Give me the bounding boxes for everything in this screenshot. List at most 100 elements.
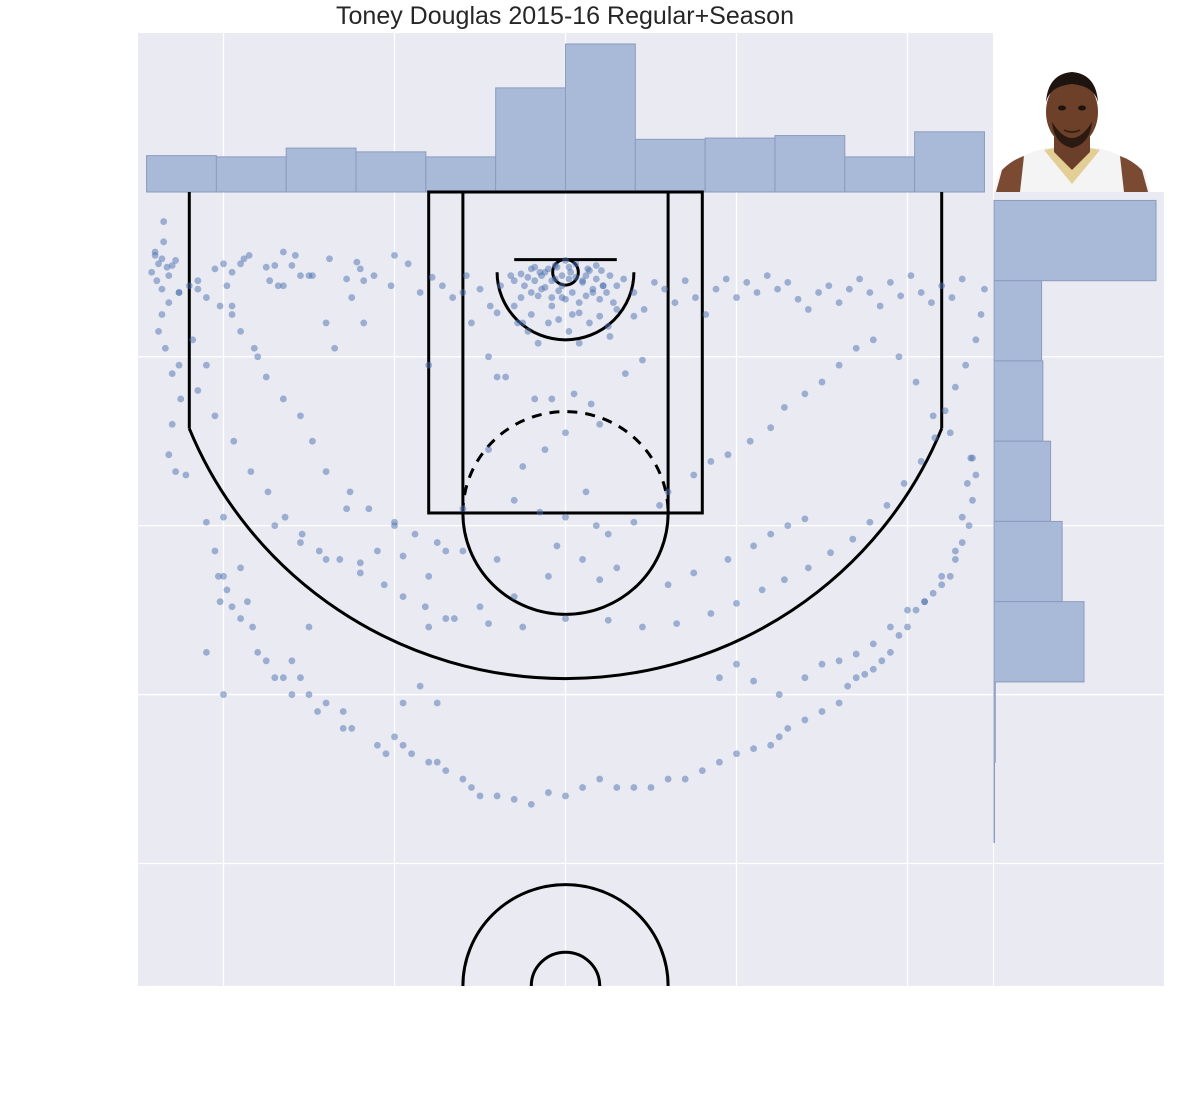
shot-point: [647, 784, 655, 791]
shot-point: [223, 282, 231, 290]
shot-point: [485, 620, 492, 628]
shot-point: [399, 552, 407, 560]
shot-point: [651, 278, 658, 286]
shot-point: [861, 670, 869, 678]
shot-point: [690, 569, 698, 577]
shot-point: [189, 336, 197, 344]
shot-point: [869, 336, 877, 344]
shot-point: [228, 302, 236, 310]
shot-point: [521, 282, 528, 290]
shot-point: [733, 294, 740, 301]
shot-point: [724, 556, 732, 563]
shot-point: [374, 741, 381, 749]
shot-point: [775, 691, 783, 698]
top-histogram: [146, 43, 985, 193]
shot-point: [279, 248, 287, 256]
shot-point: [562, 513, 569, 521]
beard: [1052, 122, 1092, 148]
shot-point: [343, 505, 351, 513]
shot-point: [493, 309, 501, 317]
shot-point: [524, 327, 532, 335]
shot-point: [664, 581, 672, 589]
shot-point: [767, 741, 775, 749]
shot-point: [459, 289, 467, 296]
shot-point: [262, 657, 270, 665]
shot-point: [348, 294, 356, 301]
shot-point: [866, 289, 874, 296]
shot-point: [228, 603, 236, 611]
shot-point: [288, 262, 296, 269]
shot-point: [250, 344, 258, 352]
shot-point: [852, 344, 860, 352]
shot-point: [630, 784, 638, 791]
shot-point: [442, 767, 450, 775]
shot-point: [524, 273, 532, 281]
shot-point: [907, 272, 915, 280]
shot-point: [690, 471, 698, 479]
shoulder-skin: [996, 156, 1148, 192]
shot-point: [442, 547, 450, 555]
shot-point: [331, 344, 339, 352]
shot-point: [485, 446, 492, 454]
shot-point: [818, 378, 826, 386]
shot-point: [172, 468, 180, 475]
shot-point: [977, 311, 985, 318]
shot-point: [818, 660, 826, 668]
shot-point: [322, 468, 330, 475]
three-point-arc: [187, 427, 944, 681]
shot-point: [579, 556, 586, 563]
shot-point: [309, 437, 316, 445]
shot-point: [527, 311, 535, 318]
shot-point: [158, 285, 166, 293]
shot-point: [856, 275, 864, 283]
shot-point: [951, 556, 959, 563]
shot-point: [175, 361, 183, 369]
shot-point: [562, 615, 569, 622]
shot-point: [220, 572, 227, 580]
shot-point: [519, 623, 527, 631]
top-histogram-bar: [565, 43, 636, 193]
shot-point: [155, 327, 162, 335]
shot-point: [271, 674, 279, 682]
shot-point: [707, 458, 715, 465]
shot-point: [165, 299, 173, 307]
shot-point: [247, 468, 255, 475]
top-histogram-bar: [704, 137, 776, 193]
shot-point: [596, 775, 604, 783]
shot-point: [565, 275, 573, 283]
shot-point: [309, 272, 316, 280]
center-court-outer: [461, 883, 670, 987]
shot-point: [404, 260, 412, 268]
shot-point: [750, 677, 757, 685]
shot-point: [815, 289, 822, 296]
shot-point: [462, 272, 470, 280]
shot-point: [928, 299, 935, 307]
chart-title: Toney Douglas 2015-16 Regular+Season: [336, 2, 794, 30]
shot-point: [887, 648, 894, 656]
shot-point: [160, 238, 168, 246]
shot-point: [160, 218, 168, 225]
right-histogram-bar: [993, 601, 1085, 683]
right-histogram-bar: [993, 199, 1157, 282]
shot-point: [671, 299, 679, 307]
shot-point: [958, 513, 966, 521]
shot-point: [228, 311, 236, 318]
shot-point: [237, 615, 245, 622]
shot-point: [613, 306, 621, 313]
shot-point: [459, 775, 467, 783]
shot-point: [297, 674, 304, 682]
shot-point: [297, 272, 304, 280]
shot-point: [220, 513, 227, 521]
shot-point: [346, 488, 354, 496]
top-histogram-bar: [495, 87, 566, 193]
shot-point: [194, 277, 202, 285]
shot-point: [399, 699, 407, 707]
shot-point: [606, 333, 614, 340]
shot-point: [758, 586, 766, 594]
shot-point: [724, 451, 732, 459]
shot-point: [356, 559, 364, 567]
shot-point: [774, 285, 781, 293]
shot-point: [763, 272, 771, 280]
shot-point: [716, 758, 723, 766]
shot-point: [527, 800, 535, 808]
